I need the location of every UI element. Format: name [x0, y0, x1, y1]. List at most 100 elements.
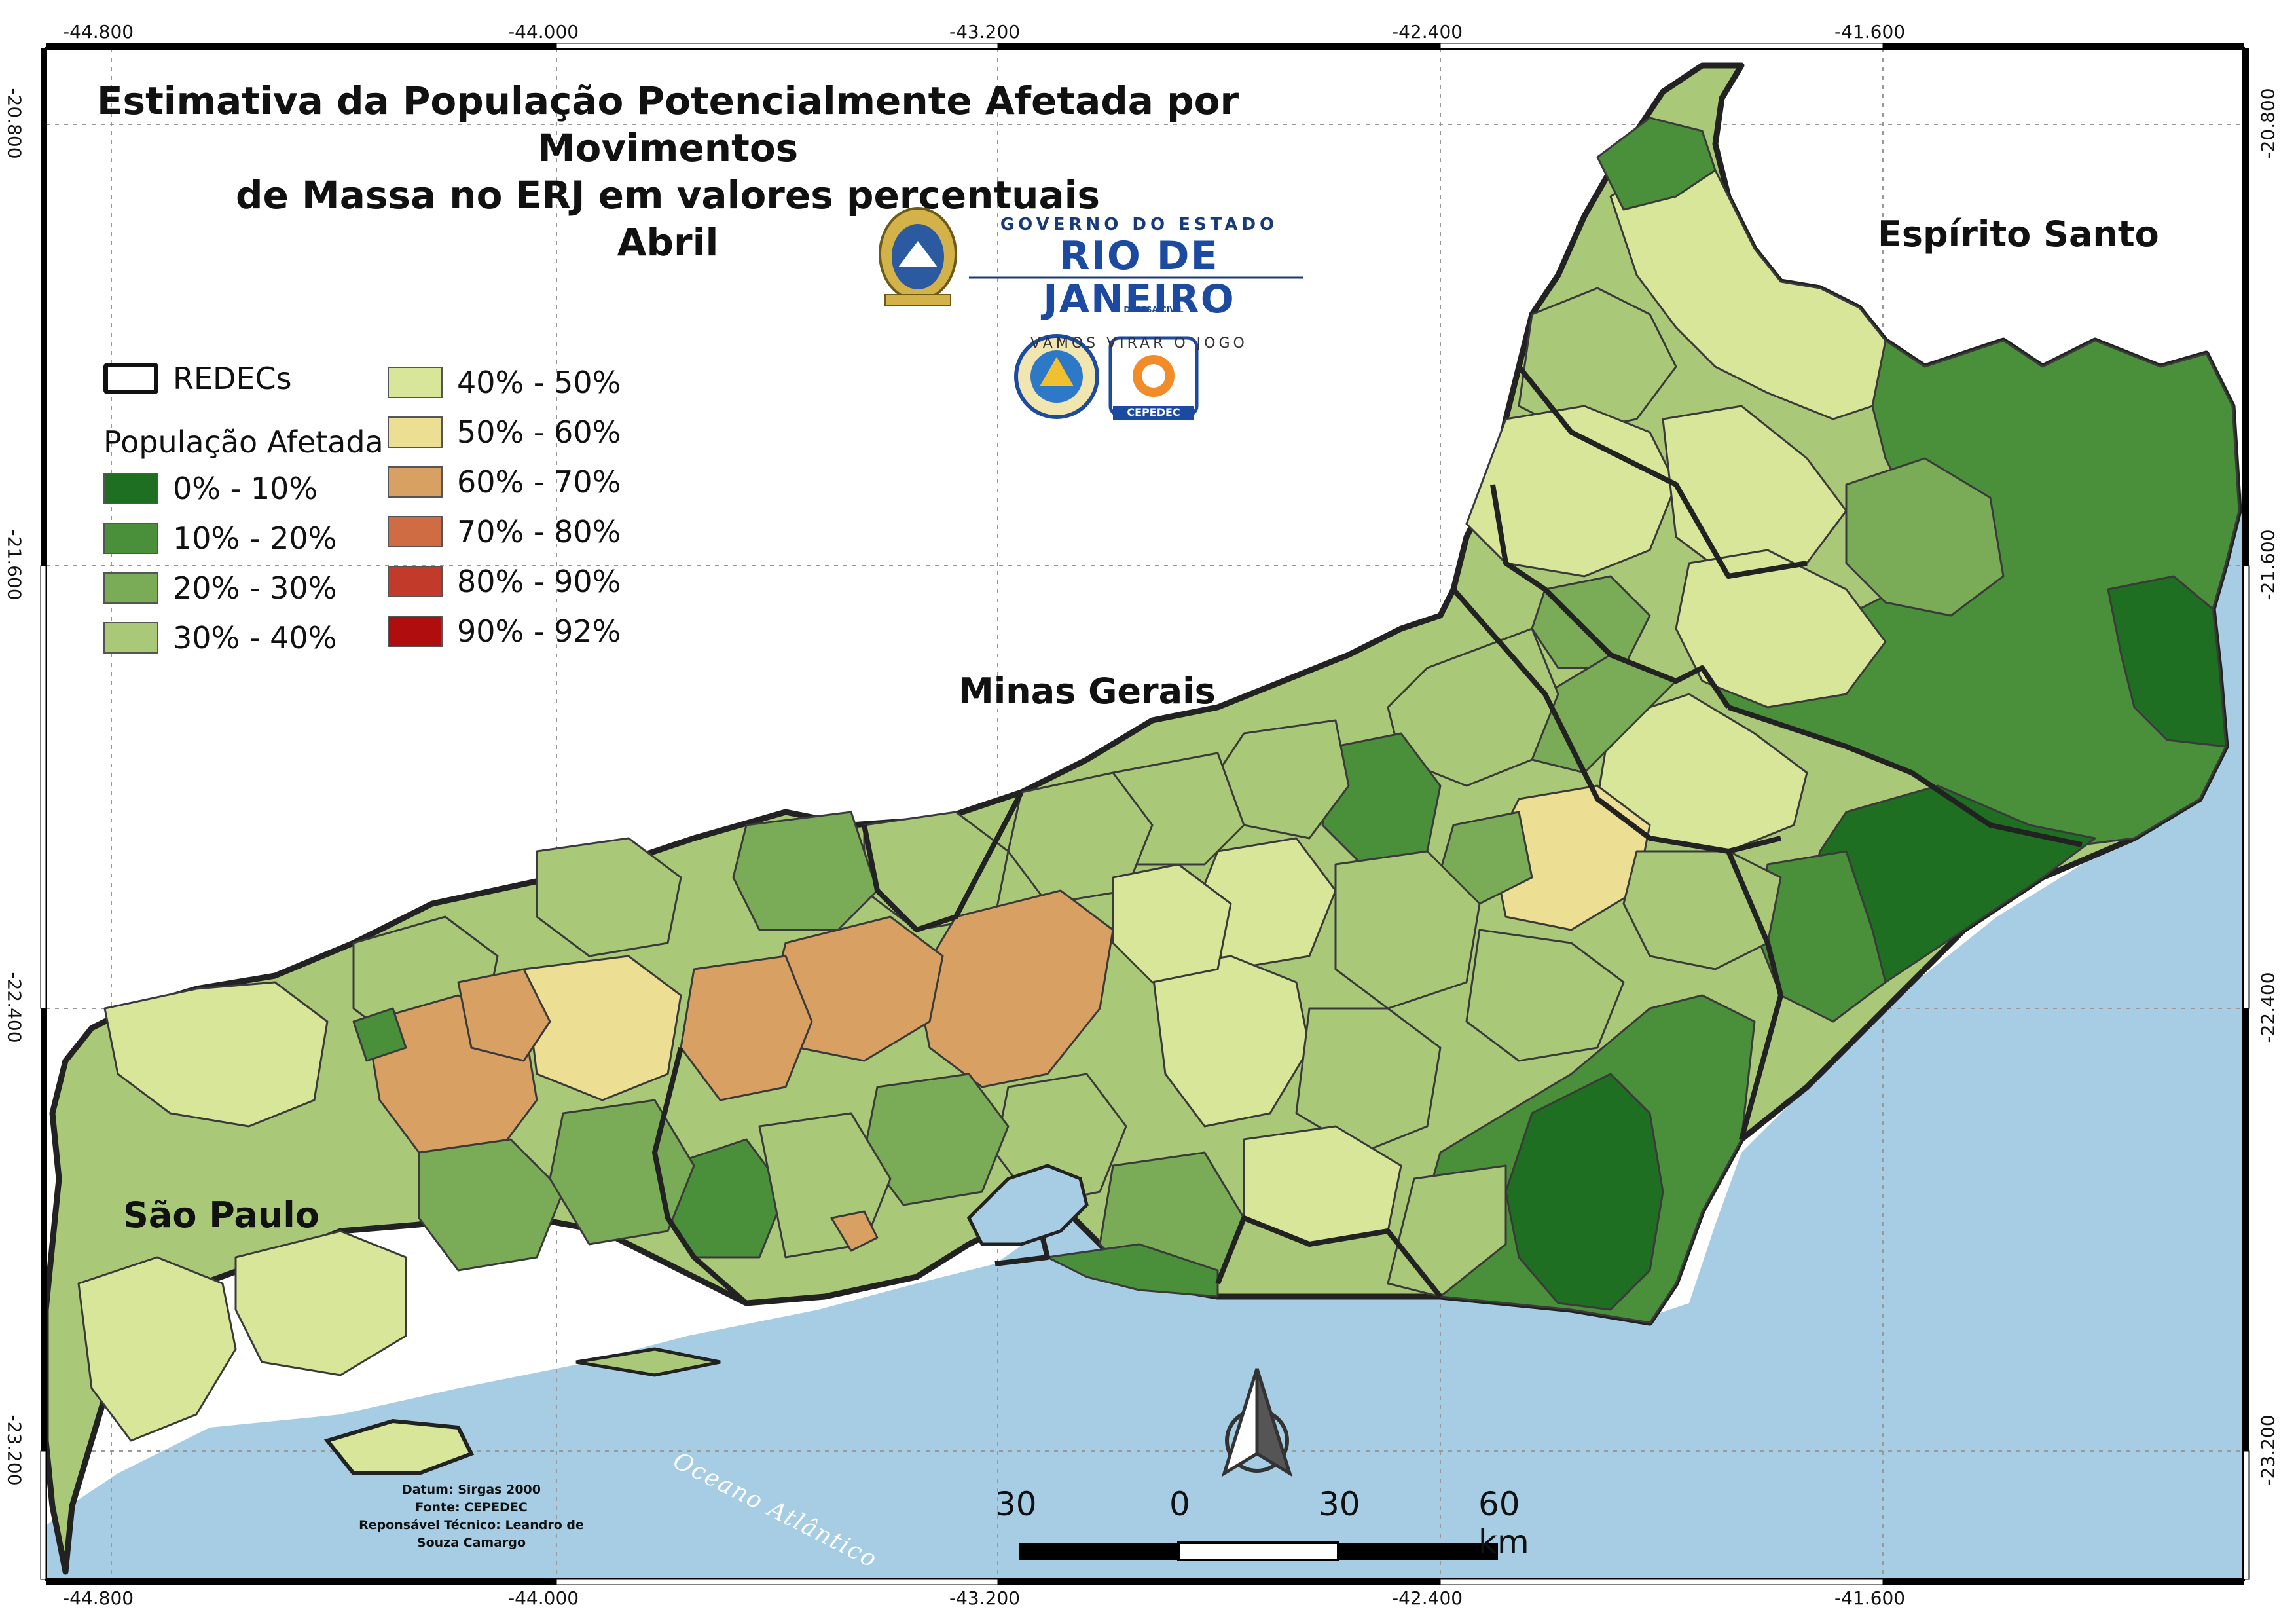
scale-labels: 30 0 30 60 km	[995, 1485, 1558, 1561]
lon-tick-bottom-3: -43.200	[949, 1587, 1021, 1609]
legend-class-6: 60% - 70%	[388, 462, 621, 502]
lat-tick-left-3: -22.400	[3, 972, 26, 1043]
lat-tick-right-3: -22.400	[2257, 972, 2279, 1043]
muni-c-3	[1387, 627, 1559, 787]
legend-swatch-5	[388, 416, 443, 448]
credit-datum: Datum: Sirgas 2000	[401, 1483, 541, 1497]
title-line-3: Abril	[617, 220, 719, 265]
scale-bar	[1019, 1541, 1498, 1561]
legend-class-0: 0% - 10%	[103, 469, 318, 508]
muni-fw-8	[103, 981, 329, 1128]
map-credits: Datum: Sirgas 2000 Fonte: CEPEDEC Repons…	[347, 1481, 596, 1552]
muni-fw-7	[352, 1007, 407, 1062]
legend-swatch-2	[103, 572, 158, 604]
lon-tick-top-4: -42.400	[1392, 21, 1463, 43]
legend-redecs-swatch	[103, 363, 158, 394]
legend-swatch-9	[388, 616, 443, 647]
legend-label-0: 0% - 10%	[173, 471, 318, 506]
legend-swatch-8	[388, 566, 443, 597]
lon-tick-bottom-4: -42.400	[1392, 1587, 1463, 1609]
muni-n-1	[1609, 156, 1887, 420]
legend-label-5: 50% - 60%	[457, 415, 621, 450]
cepedec-text: CEPEDEC	[1127, 406, 1180, 418]
legend-swatch-0	[103, 473, 158, 504]
legend-label-3: 30% - 40%	[173, 620, 337, 655]
legend-label-9: 90% - 92%	[457, 614, 621, 649]
ictdec-seal-icon	[1014, 334, 1099, 419]
muni-fw-10	[234, 1230, 407, 1376]
scale-label-1: 30	[995, 1485, 1037, 1523]
label-minas-gerais: Minas Gerais	[958, 671, 1216, 712]
legend-class-2: 20% - 30%	[103, 568, 337, 608]
muni-fw-4	[457, 968, 551, 1062]
scale-label-3: 30	[1319, 1485, 1360, 1523]
legend-label-6: 60% - 70%	[457, 464, 621, 500]
legend-redecs: REDECs	[103, 359, 292, 398]
legend-label-8: 80% - 90%	[457, 564, 621, 599]
credit-resp-2: Souza Camargo	[416, 1536, 526, 1550]
credit-resp-1: Reponsável Técnico: Leandro de	[359, 1518, 584, 1532]
scale-label-2: 0	[1169, 1485, 1190, 1523]
ilha-grande	[323, 1418, 475, 1475]
legend-swatch-6	[388, 466, 443, 498]
muni-fw-9	[77, 1256, 237, 1442]
lat-tick-right-1: -20.800	[2257, 88, 2279, 159]
muni-n-5	[1662, 405, 1848, 578]
legend-class-5: 50% - 60%	[388, 413, 621, 452]
lon-tick-top-5: -41.600	[1834, 21, 1906, 43]
legend-class-4: 40% - 50%	[388, 363, 621, 402]
lon-tick-top-2: -44.000	[508, 21, 579, 43]
legend-swatch-1	[103, 523, 158, 554]
muni-n-2	[1596, 117, 1717, 211]
legend-swatch-7	[388, 516, 443, 547]
muni-c-6	[1439, 811, 1533, 905]
muni-s-6	[1046, 1243, 1219, 1298]
muni-fw-6	[418, 1138, 564, 1272]
legend-title: População Afetada	[103, 424, 384, 460]
restinga-marambaia	[575, 1347, 721, 1377]
legend-label-2: 20% - 30%	[173, 570, 337, 606]
redec-boundaries	[652, 365, 2083, 1306]
legend-label-1: 10% - 20%	[173, 521, 337, 556]
muni-n-3	[1518, 287, 1677, 434]
lon-tick-bottom-1: -44.800	[63, 1587, 134, 1609]
legend-swatch-3	[103, 622, 158, 654]
ocean-area	[46, 471, 2244, 1579]
muni-s-1	[1151, 955, 1311, 1128]
gov-top-text: GOVERNO DO ESTADO	[1000, 215, 1279, 234]
legend-class-8: 80% - 90%	[388, 562, 621, 601]
muni-buzios-cabo	[1504, 1073, 1664, 1311]
rj-coat-of-arms-icon	[879, 207, 957, 306]
legend-label-7: 70% - 80%	[457, 514, 621, 549]
legend: REDECs População Afetada 0% - 10% 10% - …	[103, 359, 640, 667]
legend-redecs-label: REDECs	[173, 361, 292, 396]
guanabara-bay	[966, 1164, 1089, 1246]
muni-n-6	[1845, 457, 2005, 617]
cepedec-badge-icon	[1108, 336, 1199, 420]
muni-w-12	[830, 1210, 879, 1252]
scale-label-4: 60 km	[1478, 1485, 1529, 1561]
lat-tick-left-4: -23.200	[3, 1414, 26, 1486]
legend-class-9: 90% - 92%	[388, 612, 621, 651]
legend-label-4: 40% - 50%	[457, 365, 621, 400]
map-title: Estimativa da População Potencialmente A…	[26, 77, 1309, 266]
gov-main-text: RIO DE JANEIRO	[1043, 233, 1235, 322]
title-line-1: Estimativa da População Potencialmente A…	[96, 79, 1239, 170]
muni-ne-2	[2107, 575, 2227, 748]
label-sao-paulo: São Paulo	[123, 1194, 319, 1236]
lon-tick-bottom-2: -44.000	[508, 1587, 579, 1609]
gov-sub-text: VAMOS VIRAR O JOGO	[1030, 335, 1248, 352]
lat-tick-left-1: -20.800	[3, 88, 26, 159]
gov-logo: GOVERNO DO ESTADO RIO DE JANEIRO VAMOS V…	[969, 215, 1309, 352]
defesa-civil-text: DEFESA CIVIL	[1123, 305, 1184, 314]
map-frame	[40, 43, 2250, 1585]
credit-fonte: Fonte: CEPEDEC	[415, 1500, 528, 1515]
legend-class-1: 10% - 20%	[103, 519, 337, 558]
muni-fw-5	[536, 837, 682, 957]
lat-tick-right-2: -21.600	[2257, 529, 2279, 600]
muni-s-2	[1295, 1007, 1442, 1154]
muni-n-4	[1465, 405, 1677, 578]
muni-c-12	[1465, 929, 1625, 1062]
municipalities	[77, 117, 2240, 1442]
